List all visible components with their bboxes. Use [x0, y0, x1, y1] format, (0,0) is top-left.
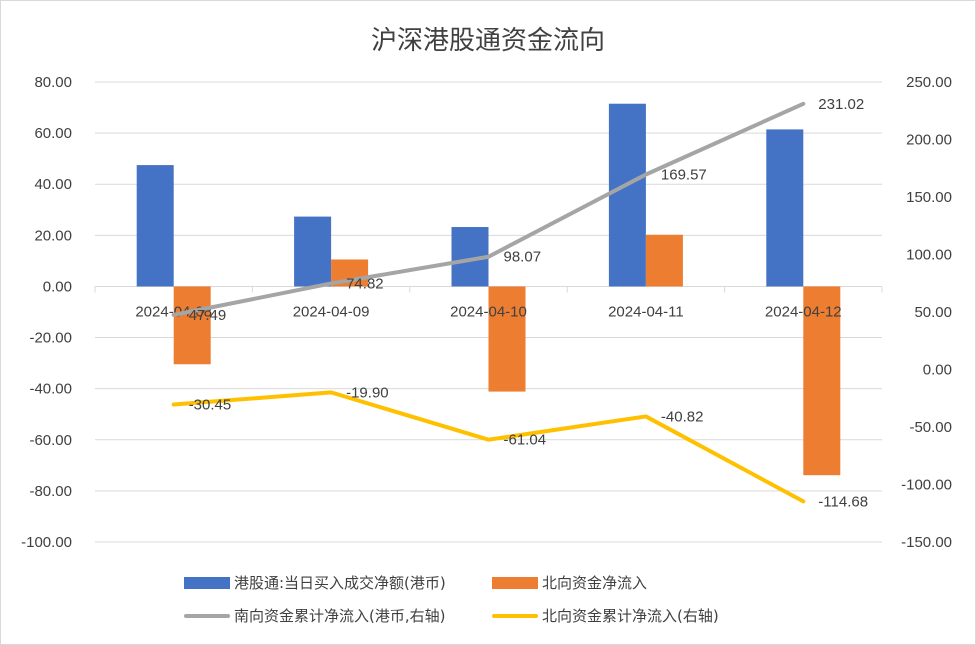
bar-north-net — [803, 286, 841, 476]
left-axis-tick-label: -20.00 — [29, 330, 72, 347]
data-label: -19.90 — [346, 384, 389, 401]
chart-title: 沪深港股通资金流向 — [370, 26, 605, 56]
bar-hk-connect — [766, 129, 804, 287]
bar-hk-connect — [294, 216, 332, 287]
bar-north-net — [488, 286, 526, 392]
legend-label: 北向资金净流入 — [542, 574, 648, 592]
left-axis-tick-label: 80.00 — [34, 74, 72, 91]
legend-swatch-orange — [492, 576, 538, 589]
line-south-cumulative — [171, 101, 806, 317]
bar-hk-connect — [608, 103, 646, 287]
right-axis-tick-label: 50.00 — [914, 304, 952, 321]
legend-label: 南向资金累计净流入(港币,右轴) — [234, 607, 446, 625]
bar-north-net — [645, 234, 683, 287]
left-axis-tick-label: 20.00 — [34, 227, 72, 244]
data-label: 231.02 — [818, 96, 864, 113]
left-axis-tick-label: -80.00 — [29, 483, 72, 500]
x-category-label: 2024-04-12 — [765, 303, 842, 320]
right-axis-tick-label: 0.00 — [923, 362, 952, 379]
legend-item-north-cum: 北向资金累计净流入(右轴) — [492, 605, 719, 626]
data-label: -40.82 — [661, 408, 704, 425]
data-label: -30.45 — [189, 397, 232, 414]
right-axis-tick-label: 200.00 — [906, 132, 952, 149]
data-label: -61.04 — [504, 432, 547, 449]
legend-label: 北向资金累计净流入(右轴) — [542, 607, 719, 625]
x-category-label: 2024-04-10 — [450, 303, 527, 320]
left-axis-tick-label: -40.00 — [29, 381, 72, 398]
data-label: -114.68 — [818, 493, 868, 510]
data-label: 74.82 — [346, 275, 384, 292]
left-axis-tick-label: 0.00 — [43, 278, 72, 295]
left-axis-tick-label: 40.00 — [34, 176, 72, 193]
right-axis-tick-label: 150.00 — [906, 189, 952, 206]
data-label: 47.49 — [189, 307, 227, 324]
legend-swatch-blue — [184, 576, 230, 589]
line-north-cumulative — [171, 390, 806, 504]
right-axis-tick-label: 100.00 — [906, 247, 952, 264]
left-axis-tick-label: -60.00 — [29, 432, 72, 449]
right-axis-tick-label: -50.00 — [909, 419, 952, 436]
legend-swatch-yellow — [492, 613, 538, 618]
left-axis-tick-label: -100.00 — [21, 534, 72, 551]
x-category-label: 2024-04-08 — [135, 303, 212, 320]
legend-item-south-cum: 南向资金累计净流入(港币,右轴) — [184, 605, 445, 626]
right-axis-tick-label: 250.00 — [906, 74, 952, 91]
x-category-label: 2024-04-09 — [293, 303, 370, 320]
legend-swatch-gray — [184, 613, 230, 618]
bar-hk-connect — [136, 165, 174, 287]
left-axis-tick-label: 60.00 — [34, 125, 72, 142]
right-axis-tick-label: -100.00 — [901, 477, 952, 494]
right-axis-tick-label: -150.00 — [901, 534, 952, 551]
legend-label: 港股通:当日买入成交净额(港币) — [234, 574, 446, 592]
data-label: 169.57 — [661, 166, 707, 183]
legend-item-north-net: 北向资金净流入 — [492, 572, 647, 593]
legend-item-hk-connect: 港股通:当日买入成交净额(港币) — [184, 572, 446, 593]
data-label: 98.07 — [504, 249, 542, 266]
bar-north-net — [173, 286, 211, 365]
x-category-label: 2024-04-11 — [608, 303, 684, 320]
